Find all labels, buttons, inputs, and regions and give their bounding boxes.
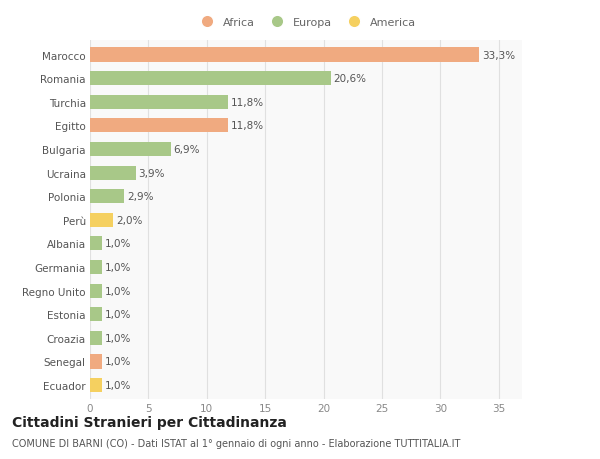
Bar — [90, 308, 101, 322]
Bar — [90, 378, 101, 392]
Text: COMUNE DI BARNI (CO) - Dati ISTAT al 1° gennaio di ogni anno - Elaborazione TUTT: COMUNE DI BARNI (CO) - Dati ISTAT al 1° … — [12, 438, 460, 448]
Bar — [90, 237, 101, 251]
Bar — [90, 48, 479, 62]
Text: 2,9%: 2,9% — [127, 192, 153, 202]
Text: 1,0%: 1,0% — [104, 263, 131, 273]
Text: 11,8%: 11,8% — [230, 98, 264, 107]
Text: 6,9%: 6,9% — [173, 145, 200, 155]
Legend: Africa, Europa, America: Africa, Europa, America — [192, 13, 420, 32]
Text: 1,0%: 1,0% — [104, 309, 131, 319]
Bar — [90, 143, 170, 157]
Bar — [90, 166, 136, 180]
Text: 1,0%: 1,0% — [104, 239, 131, 249]
Bar — [90, 190, 124, 204]
Text: 1,0%: 1,0% — [104, 333, 131, 343]
Text: Cittadini Stranieri per Cittadinanza: Cittadini Stranieri per Cittadinanza — [12, 415, 287, 429]
Bar — [90, 354, 101, 369]
Text: 20,6%: 20,6% — [334, 74, 367, 84]
Text: 33,3%: 33,3% — [482, 50, 515, 61]
Bar — [90, 119, 228, 133]
Bar — [90, 260, 101, 274]
Text: 2,0%: 2,0% — [116, 215, 143, 225]
Bar — [90, 72, 331, 86]
Bar — [90, 95, 228, 110]
Bar — [90, 331, 101, 345]
Text: 1,0%: 1,0% — [104, 286, 131, 296]
Text: 1,0%: 1,0% — [104, 357, 131, 367]
Text: 1,0%: 1,0% — [104, 380, 131, 390]
Bar — [90, 284, 101, 298]
Bar — [90, 213, 113, 227]
Text: 11,8%: 11,8% — [230, 121, 264, 131]
Text: 3,9%: 3,9% — [139, 168, 165, 178]
